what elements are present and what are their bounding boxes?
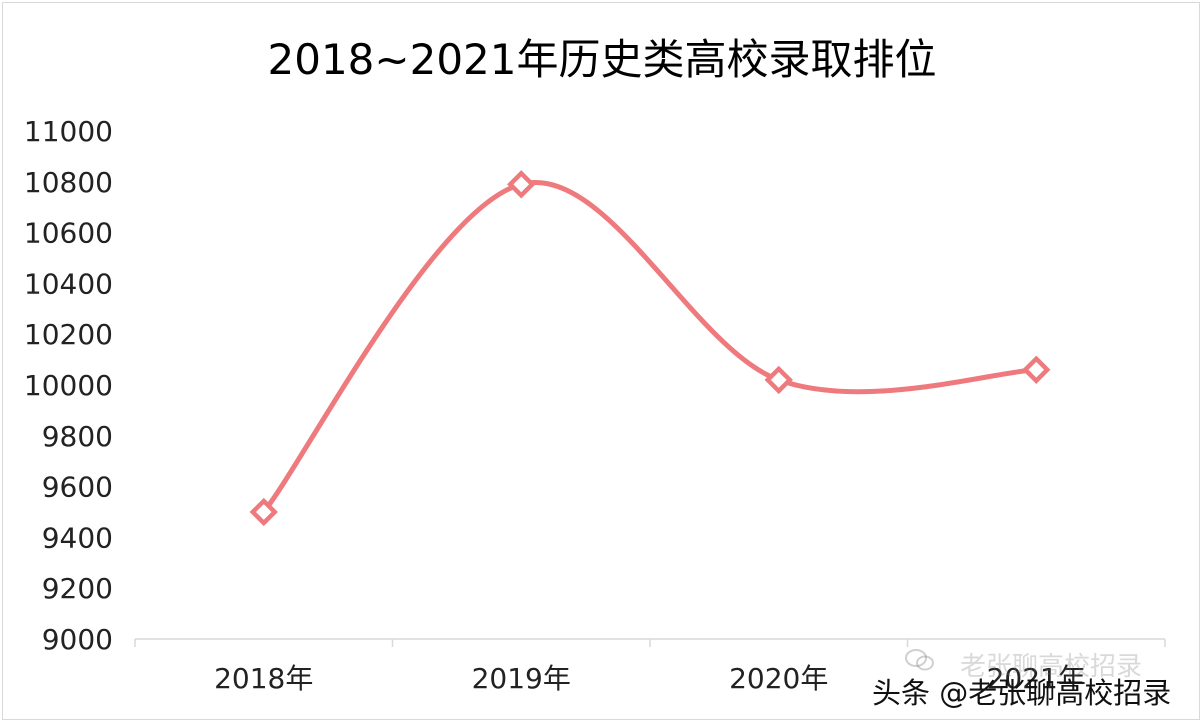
y-tick-label: 10000: [24, 369, 113, 402]
data-point-marker: [1022, 355, 1051, 384]
y-tick-label: 11000: [24, 115, 113, 148]
x-tick-label: 2021年: [987, 662, 1086, 695]
data-point-marker: [249, 497, 278, 527]
y-tick-label: 10800: [24, 166, 113, 199]
y-tick-label: 9200: [42, 572, 113, 605]
y-tick-label: 10400: [24, 267, 113, 300]
series-line: [261, 180, 1039, 515]
y-tick-label: 9000: [42, 623, 113, 656]
x-tick-label: 2019年: [472, 662, 571, 695]
data-point-marker: [764, 365, 793, 395]
watermark-ghost: 老张聊高校招录: [960, 652, 1143, 682]
watermark-text: 头条 @老张聊高校招录: [872, 676, 1172, 710]
y-tick-label: 9400: [42, 521, 113, 554]
x-tick-label: 2018年: [214, 662, 313, 695]
data-point-marker: [507, 170, 536, 199]
y-tick-label: 9800: [42, 420, 113, 453]
x-axis: 2018年 2019年 2020年 2021年: [134, 638, 1166, 695]
y-tick-label: 9600: [42, 471, 113, 504]
x-tick-label: 2020年: [729, 662, 828, 695]
series-layer: [249, 170, 1051, 527]
chart-title: 2018~2021年历史类高校录取排位: [268, 35, 937, 84]
y-tick-label: 10200: [24, 318, 113, 351]
wechat-icon: [905, 649, 934, 671]
y-axis-ticks: 9000 9200 9400 9600 9800 10000 10200 10400 10600…: [24, 115, 113, 656]
y-tick-label: 10600: [24, 217, 113, 250]
